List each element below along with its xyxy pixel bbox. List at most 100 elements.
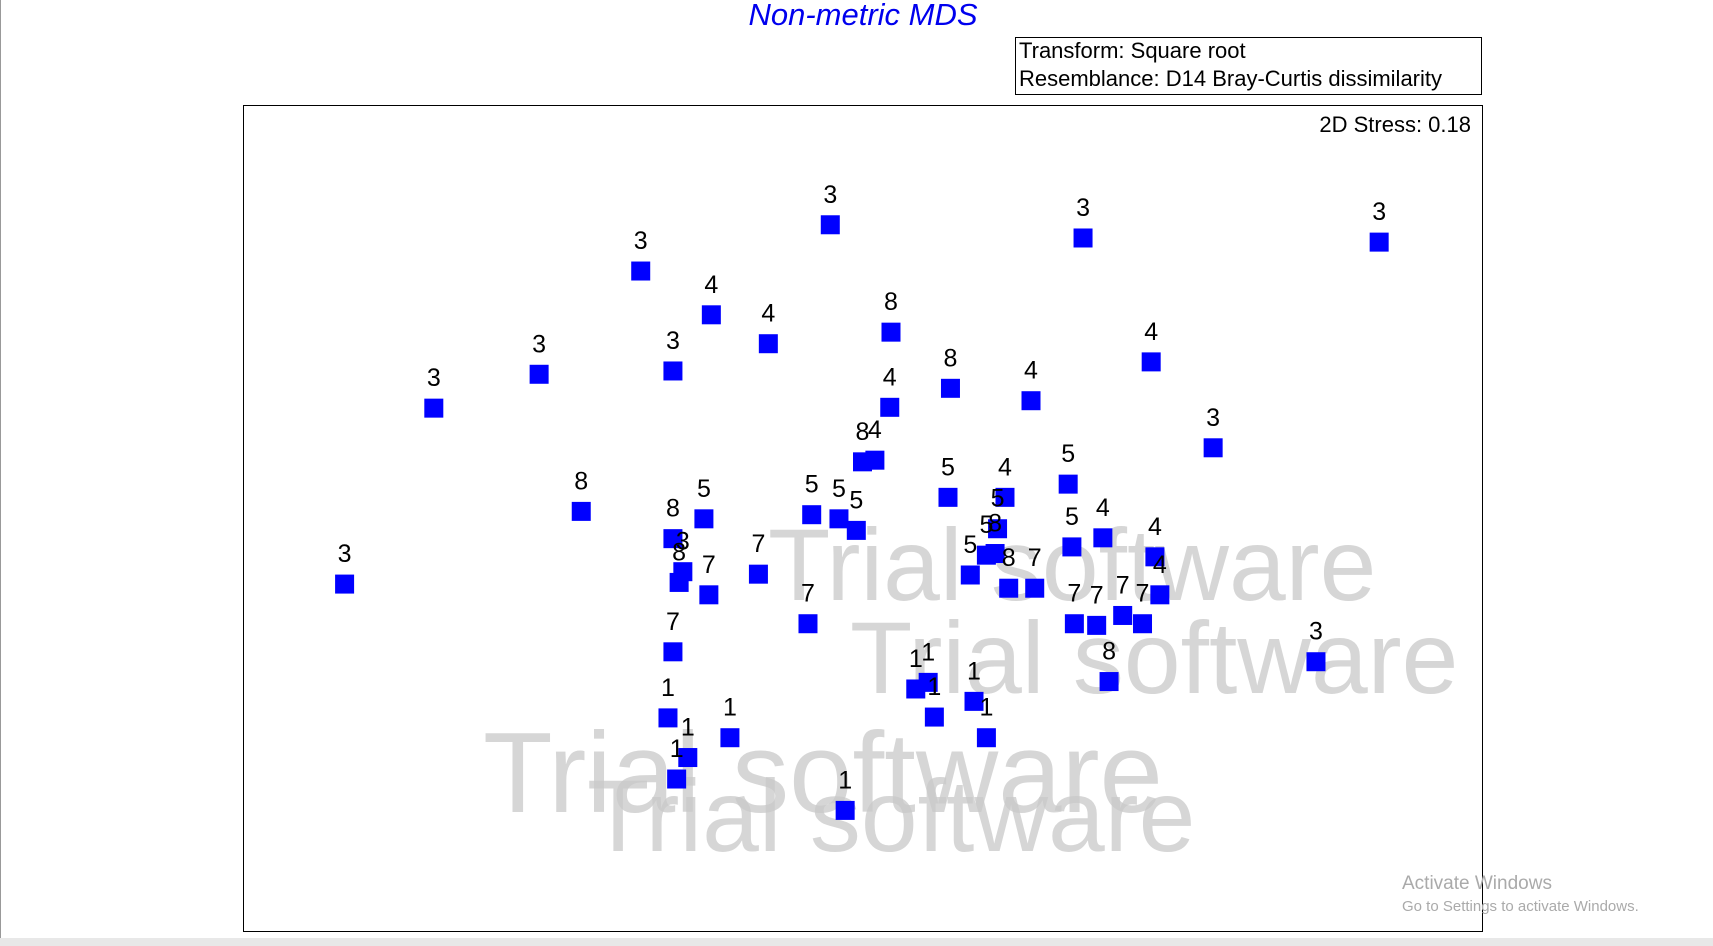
point <box>999 578 1019 598</box>
point-label: 5 <box>1065 503 1079 531</box>
point <box>802 505 822 525</box>
point <box>1021 391 1041 411</box>
point-label: 1 <box>927 673 941 701</box>
point <box>758 334 778 354</box>
point <box>694 509 714 529</box>
point-label: 3 <box>1076 194 1090 222</box>
point-label: 7 <box>751 530 765 558</box>
point <box>1062 537 1082 557</box>
point <box>335 574 355 594</box>
point <box>995 487 1015 507</box>
point-label: 1 <box>909 645 923 673</box>
point-label: 5 <box>941 453 955 481</box>
point <box>820 215 840 235</box>
point-label: 5 <box>697 475 711 503</box>
chart-title: Non-metric MDS <box>748 0 977 32</box>
point <box>1093 528 1113 548</box>
point <box>835 800 855 820</box>
point <box>846 520 866 540</box>
point-label: 1 <box>723 694 737 722</box>
point-label: 4 <box>1153 551 1167 579</box>
point-label: 8 <box>666 495 680 523</box>
point <box>1369 232 1389 252</box>
point <box>663 361 683 381</box>
point-label: 3 <box>338 540 352 568</box>
point <box>663 642 683 662</box>
point-label: 4 <box>1096 494 1110 522</box>
point <box>964 691 984 711</box>
point-label: 4 <box>998 453 1012 481</box>
point-label: 4 <box>761 300 775 328</box>
point <box>529 364 549 384</box>
point <box>1073 228 1093 248</box>
legend-text: Resemblance: D14 Bray-Curtis dissimilari… <box>1019 66 1442 91</box>
point-label: 5 <box>963 531 977 559</box>
stress-label: 2D Stress: 0.18 <box>1319 112 1471 137</box>
point <box>571 501 591 521</box>
watermark: Trial software <box>587 759 1195 873</box>
point-label: 4 <box>704 271 718 299</box>
status-bar <box>0 938 1713 946</box>
point-label: 8 <box>574 467 588 495</box>
watermark: Trial software <box>768 508 1376 622</box>
point-label: 5 <box>1061 440 1075 468</box>
point-label: 7 <box>1028 544 1042 572</box>
point-label: 3 <box>1372 198 1386 226</box>
point-label: 5 <box>805 471 819 499</box>
point <box>976 728 996 748</box>
point-label: 3 <box>427 364 441 392</box>
point <box>424 398 444 418</box>
point <box>881 322 901 342</box>
point-label: 3 <box>666 327 680 355</box>
point-label: 1 <box>921 638 935 666</box>
point <box>1087 615 1107 635</box>
point <box>880 397 900 417</box>
point <box>1150 585 1170 605</box>
point <box>1099 672 1119 692</box>
point-label: 7 <box>1136 580 1150 608</box>
point <box>663 529 683 549</box>
point-label: 4 <box>883 363 897 391</box>
point <box>667 769 687 789</box>
point-label: 8 <box>884 288 898 316</box>
point <box>1145 547 1165 567</box>
point <box>938 487 958 507</box>
point <box>1025 578 1045 598</box>
point-label: 1 <box>681 714 695 742</box>
point <box>699 585 719 605</box>
point <box>1203 438 1223 458</box>
point-label: 8 <box>988 510 1002 538</box>
point <box>631 261 651 281</box>
watermark: Trial software <box>850 601 1458 715</box>
point-label: 8 <box>1102 638 1116 666</box>
point-label: 8 <box>944 344 958 372</box>
point <box>940 378 960 398</box>
point <box>1113 605 1133 625</box>
point-label: 5 <box>979 511 993 539</box>
point-label: 7 <box>702 551 716 579</box>
point-label: 7 <box>1090 581 1104 609</box>
point-label: 3 <box>532 330 546 358</box>
point <box>798 614 818 634</box>
point <box>1133 614 1153 634</box>
os-notice-title: Activate Windows <box>1402 873 1552 894</box>
point <box>669 572 689 592</box>
point-label: 7 <box>666 608 680 636</box>
point-label: 1 <box>670 735 684 763</box>
point-label: 7 <box>1116 571 1130 599</box>
legend-box <box>1015 37 1482 95</box>
watermark: Trial software <box>483 710 1163 837</box>
point <box>701 305 721 325</box>
point <box>829 509 849 529</box>
os-notice-body: Go to Settings to activate Windows. <box>1402 898 1639 915</box>
point-label: 1 <box>979 694 993 722</box>
point-label: 7 <box>801 580 815 608</box>
point <box>658 708 678 728</box>
point-label: 4 <box>1144 318 1158 346</box>
point-label: 4 <box>1024 357 1038 385</box>
point-label: 8 <box>672 538 686 566</box>
point-label: 5 <box>849 486 863 514</box>
point-label: 1 <box>967 657 981 685</box>
